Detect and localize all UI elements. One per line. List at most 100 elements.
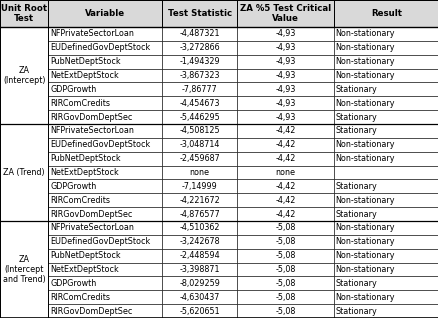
Text: Non-stationary: Non-stationary [335,140,394,149]
Text: none: none [189,168,209,177]
Text: Non-stationary: Non-stationary [335,224,394,232]
Bar [237,290,333,304]
Text: -5,08: -5,08 [275,251,295,260]
Bar [237,0,333,27]
Bar [237,166,333,179]
Text: EUDefinedGovDeptStock: EUDefinedGovDeptStock [50,237,150,246]
Bar [48,110,162,124]
Bar [237,221,333,235]
Text: Stationary: Stationary [335,210,376,218]
Bar [162,110,237,124]
Bar [0,0,48,27]
Bar [48,152,162,166]
Bar [333,235,438,249]
Bar [333,152,438,166]
Text: -4,42: -4,42 [275,210,295,218]
Text: -7,86777: -7,86777 [181,85,217,94]
Text: -3,867323: -3,867323 [179,71,219,80]
Text: Result: Result [370,9,401,18]
Bar [48,138,162,152]
Bar [0,124,48,221]
Bar [0,27,48,124]
Text: -4,93: -4,93 [275,85,295,94]
Bar [237,138,333,152]
Text: Non-stationary: Non-stationary [335,293,394,302]
Text: Non-stationary: Non-stationary [335,99,394,108]
Bar [237,27,333,41]
Bar [237,82,333,96]
Bar [162,249,237,263]
Bar [162,55,237,69]
Bar [237,249,333,263]
Bar [333,69,438,82]
Text: -4,221672: -4,221672 [179,196,219,205]
Text: -4,42: -4,42 [275,140,295,149]
Text: Non-stationary: Non-stationary [335,43,394,52]
Text: -5,08: -5,08 [275,237,295,246]
Bar [333,249,438,263]
Text: PubNetDeptStock: PubNetDeptStock [50,251,120,260]
Bar [48,41,162,55]
Bar [237,69,333,82]
Text: -4,93: -4,93 [275,71,295,80]
Bar [48,193,162,207]
Text: ZA
(Intercept): ZA (Intercept) [3,66,45,85]
Bar [237,110,333,124]
Bar [162,304,237,318]
Text: Stationary: Stationary [335,127,376,135]
Text: -2,459687: -2,459687 [179,154,219,163]
Text: -4,510362: -4,510362 [179,224,219,232]
Text: -5,08: -5,08 [275,279,295,288]
Bar [333,179,438,193]
Text: Unit Root
Test: Unit Root Test [1,4,47,23]
Bar [333,55,438,69]
Text: -4,454673: -4,454673 [179,99,219,108]
Text: -3,048714: -3,048714 [179,140,219,149]
Text: RIRGovDomDeptSec: RIRGovDomDeptSec [50,307,132,315]
Text: Non-stationary: Non-stationary [335,30,394,38]
Text: -8,029259: -8,029259 [179,279,220,288]
Text: -4,93: -4,93 [275,113,295,121]
Bar [237,263,333,276]
Text: NFPrivateSectorLoan: NFPrivateSectorLoan [50,224,134,232]
Bar [237,179,333,193]
Bar [162,69,237,82]
Bar [162,207,237,221]
Text: Non-stationary: Non-stationary [335,154,394,163]
Text: -4,93: -4,93 [275,99,295,108]
Bar [48,221,162,235]
Text: ZA
(Intercept
and Trend): ZA (Intercept and Trend) [3,255,46,284]
Text: ZA (Trend): ZA (Trend) [4,168,45,177]
Bar [333,304,438,318]
Bar [333,193,438,207]
Bar [48,124,162,138]
Text: -3,272866: -3,272866 [179,43,219,52]
Bar [237,152,333,166]
Text: -4,508125: -4,508125 [179,127,219,135]
Text: RIRComCredits: RIRComCredits [50,196,110,205]
Text: Non-stationary: Non-stationary [335,265,394,274]
Bar [162,263,237,276]
Bar [162,96,237,110]
Bar [333,124,438,138]
Text: Non-stationary: Non-stationary [335,57,394,66]
Text: Stationary: Stationary [335,113,376,121]
Bar [48,166,162,179]
Bar [333,290,438,304]
Bar [333,207,438,221]
Text: PubNetDeptStock: PubNetDeptStock [50,57,120,66]
Text: -7,14999: -7,14999 [181,182,217,191]
Text: EUDefinedGovDeptStock: EUDefinedGovDeptStock [50,43,150,52]
Text: Stationary: Stationary [335,85,376,94]
Bar [237,304,333,318]
Bar [237,124,333,138]
Text: -4,42: -4,42 [275,154,295,163]
Bar [162,138,237,152]
Text: -4,93: -4,93 [275,57,295,66]
Bar [237,96,333,110]
Bar [48,276,162,290]
Text: Non-stationary: Non-stationary [335,196,394,205]
Text: Test Statistic: Test Statistic [167,9,231,18]
Text: -1,494329: -1,494329 [179,57,219,66]
Bar [162,166,237,179]
